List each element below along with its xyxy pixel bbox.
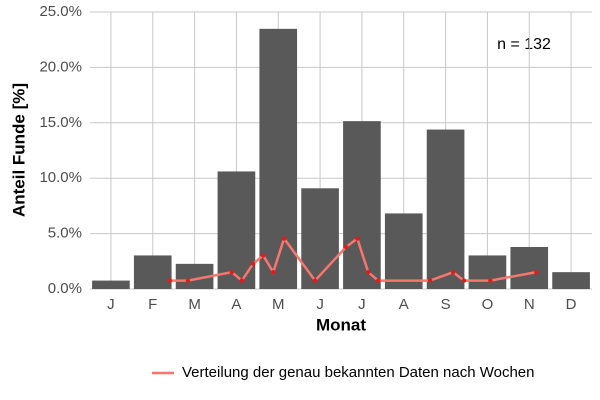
plot: 0.0% 5.0% 10.0% 15.0% 20.0% 25.0% J F M A M J J A S O N D… bbox=[39, 3, 592, 381]
x-tick-label: A bbox=[231, 296, 241, 313]
y-tick-label: 15.0% bbox=[39, 114, 82, 131]
annotation: n = 132 bbox=[497, 36, 551, 53]
x-tick-label: O bbox=[482, 296, 494, 313]
y-axis-title: Anteil Funde [%] bbox=[9, 83, 28, 217]
bar bbox=[384, 213, 423, 289]
point bbox=[488, 278, 493, 283]
legend-label: Verteilung der genau bekannten Daten nac… bbox=[182, 364, 535, 381]
x-tick-label: J bbox=[316, 296, 324, 313]
x-tick-label: M bbox=[188, 296, 201, 313]
point bbox=[229, 269, 235, 275]
y-tick-label: 25.0% bbox=[39, 3, 82, 20]
bar bbox=[92, 280, 130, 289]
point bbox=[312, 278, 318, 283]
bar bbox=[217, 171, 256, 289]
bar bbox=[510, 247, 549, 289]
bar bbox=[552, 272, 590, 289]
point bbox=[250, 261, 256, 267]
point bbox=[185, 278, 191, 283]
point bbox=[427, 278, 433, 283]
bar bbox=[133, 255, 172, 289]
point bbox=[167, 278, 173, 283]
point bbox=[365, 269, 371, 275]
bar bbox=[468, 255, 507, 289]
point bbox=[450, 269, 456, 275]
point bbox=[534, 269, 539, 275]
point bbox=[281, 236, 287, 241]
point bbox=[271, 269, 276, 275]
point bbox=[355, 236, 360, 241]
y-tick-label: 10.0% bbox=[39, 169, 82, 186]
y-tick-label: 0.0% bbox=[48, 280, 82, 297]
point bbox=[260, 253, 266, 258]
point bbox=[376, 278, 381, 283]
y-tick-label: 5.0% bbox=[48, 225, 82, 242]
bar bbox=[343, 121, 381, 289]
y-tick-label: 20.0% bbox=[39, 58, 82, 75]
x-tick-label: A bbox=[399, 296, 409, 313]
x-tick-label: M bbox=[272, 296, 285, 313]
point bbox=[343, 244, 349, 250]
x-axis-title: Monat bbox=[316, 315, 366, 334]
point bbox=[239, 278, 245, 283]
x-tick-label: F bbox=[148, 296, 157, 313]
x-tick-label: J bbox=[107, 296, 115, 313]
x-tick-label: N bbox=[524, 296, 535, 313]
point bbox=[461, 278, 467, 283]
x-tick-label: D bbox=[566, 296, 577, 313]
bar bbox=[426, 129, 465, 289]
x-tick-label: S bbox=[441, 296, 451, 313]
x-tick-label: J bbox=[358, 296, 366, 313]
